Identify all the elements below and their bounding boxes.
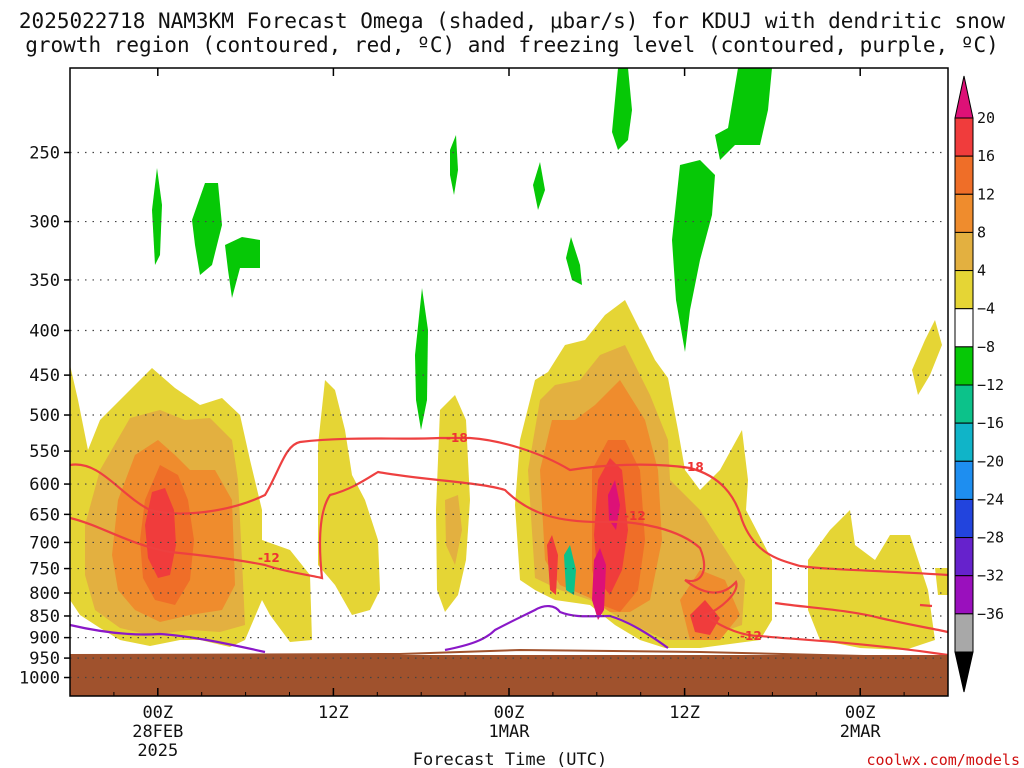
y-tick-label-700: 700 [29, 533, 60, 553]
x-axis-label: Forecast Time (UTC) [413, 750, 607, 768]
y-tick-label-350: 350 [29, 271, 60, 291]
ground-terrain [70, 655, 948, 696]
x-tick-label-3: 12Z [669, 703, 700, 723]
dgz-label-3: -18 [682, 460, 704, 474]
y-tick-label-600: 600 [29, 475, 60, 495]
x-tick-label-4: 00Z [845, 703, 876, 723]
y-tick-label-1000: 1000 [19, 669, 60, 689]
colorbar: 20 16 12 8 4 −4 −8 −12 −16 −20 −24 −28 −32 −36 [954, 75, 1004, 693]
y-tick-label-400: 400 [29, 322, 60, 342]
colorbar-box-0 [954, 117, 974, 157]
colorbar-label-5: −4 [977, 300, 995, 318]
colorbar-box-3 [954, 231, 974, 272]
colorbar-box-2 [954, 193, 974, 233]
y-tick-label-750: 750 [29, 560, 60, 580]
colorbar-box-7 [954, 384, 974, 424]
colorbar-box-6 [954, 346, 974, 386]
colorbar-box-10 [954, 498, 974, 539]
y-tick-label-500: 500 [29, 406, 60, 426]
colorbar-box-1 [954, 155, 974, 195]
colorbar-label-2: 12 [977, 185, 995, 203]
colorbar-label-1: 16 [977, 147, 995, 165]
credit-text: coolwx.com/models [866, 751, 1020, 768]
y-tick-label-850: 850 [29, 607, 60, 627]
plot-area: -18 -12 -18 -12 -12 [69, 67, 949, 697]
colorbar-box-9 [954, 460, 974, 500]
colorbar-box-12 [954, 575, 974, 615]
colorbar-box-4 [954, 270, 974, 310]
colorbar-label-11: −28 [977, 529, 1004, 547]
x-tick-date-2: 1MAR [489, 722, 531, 742]
omega-negative-shading [152, 68, 772, 595]
colorbar-box-13 [954, 613, 974, 653]
y-axis-ticks: 2503003504004505005506006507007508008509… [19, 144, 70, 689]
colorbar-label-6: −8 [977, 338, 995, 356]
colorbar-label-4: 4 [977, 262, 986, 280]
colorbar-box-5 [954, 308, 974, 348]
y-tick-label-450: 450 [29, 366, 60, 386]
x-tick-date-4: 2MAR [840, 722, 882, 742]
colorbar-label-3: 8 [977, 223, 986, 241]
freezing-level-contours [69, 605, 669, 654]
colorbar-bottom-arrow [954, 651, 974, 693]
colorbar-box-11 [954, 537, 974, 577]
dgz-label-4: -12 [624, 509, 646, 523]
x-tick-year-0: 2025 [137, 741, 178, 761]
x-tick-date-0: 28FEB [132, 722, 183, 742]
colorbar-label-10: −24 [977, 490, 1004, 508]
y-tick-label-250: 250 [29, 144, 60, 164]
colorbar-label-0: 20 [977, 109, 995, 127]
colorbar-label-9: −20 [977, 452, 1004, 470]
omega-shading [70, 300, 948, 650]
colorbar-box-8 [954, 422, 974, 462]
chart-title-line2: growth region (contoured, red, ºC) and f… [25, 33, 999, 57]
y-tick-label-550: 550 [29, 442, 60, 462]
x-tick-label-0: 00Z [142, 703, 173, 723]
dgz-label-2: -12 [258, 551, 280, 565]
colorbar-label-8: −16 [977, 414, 1004, 432]
y-tick-label-800: 800 [29, 584, 60, 604]
colorbar-top-arrow [954, 75, 974, 119]
y-tick-label-650: 650 [29, 505, 60, 525]
y-tick-label-300: 300 [29, 213, 60, 233]
dgz-label-5: -12 [740, 629, 762, 643]
y-tick-label-900: 900 [29, 629, 60, 649]
x-tick-label-2: 00Z [494, 703, 525, 723]
dgz-label-1: -18 [446, 431, 468, 445]
y-tick-label-950: 950 [29, 649, 60, 669]
colorbar-label-12: −32 [977, 567, 1004, 585]
x-tick-label-1: 12Z [318, 703, 349, 723]
colorbar-label-13: −36 [977, 605, 1004, 623]
chart-title-line1: 2025022718 NAM3KM Forecast Omega (shaded… [19, 9, 1006, 33]
colorbar-label-7: −12 [977, 376, 1004, 394]
